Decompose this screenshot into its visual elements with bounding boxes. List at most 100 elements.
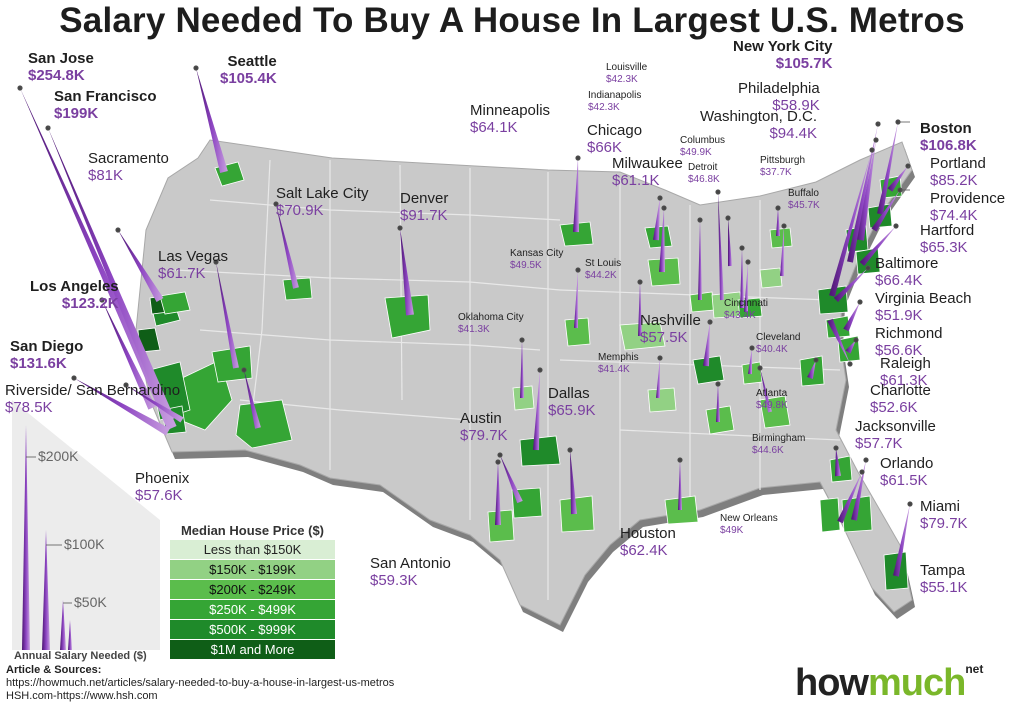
logo-suffix: net [965, 662, 984, 676]
spike-tip-dot [657, 355, 663, 361]
salary-spike-sacramento [118, 230, 164, 303]
city-label-philadelphia: Philadelphia $58.9K [738, 80, 820, 114]
city-name: Raleigh [880, 355, 931, 372]
city-label-memphis: Memphis $41.4K [598, 352, 639, 376]
scale-spike-100k [42, 530, 50, 650]
salary-spike-indianapolis [698, 220, 702, 300]
spike-tip-dot [575, 155, 581, 161]
city-salary: $49.9K [680, 147, 712, 158]
spike-tip-dot [193, 65, 199, 71]
city-name: St Louis [585, 258, 622, 269]
city-label-cincinnati: Cincinnati $43.4K [724, 298, 768, 322]
city-name: Memphis [598, 352, 639, 363]
city-name: Oklahoma City [458, 312, 524, 323]
scale-tick-100k: $100K [64, 536, 105, 552]
legend-item: $500K - $999K [170, 620, 335, 639]
spike-tip-dot [99, 297, 105, 303]
city-salary: $55.1K [920, 579, 968, 596]
scale-tick-200k: $200K [38, 448, 79, 464]
city-label-houston: Houston $62.4K [620, 525, 676, 559]
city-label-washington-d-c: Washington, D.C. $94.4K [700, 108, 817, 142]
city-label-orlando: Orlando $61.5K [880, 455, 933, 489]
spike-tip-dot [715, 189, 721, 195]
page-title: Salary Needed To Buy A House In Largest … [59, 1, 965, 40]
city-name: San Jose [28, 50, 94, 67]
spike-tip-dot [853, 337, 859, 343]
city-label-pittsburgh: Pittsburgh $37.7K [760, 155, 805, 179]
city-label-sacramento: Sacramento $81K [88, 150, 169, 184]
spike-tip-dot [273, 201, 279, 207]
salary-spike-oklahoma-city [520, 340, 524, 398]
spike-tip-dot [115, 227, 121, 233]
city-name: San Diego [10, 338, 84, 355]
city-salary: $44.6K [752, 445, 784, 456]
leader-line [907, 165, 911, 169]
scale-spike-200k [22, 425, 30, 650]
leader-line [47, 125, 51, 129]
city-salary: $49.5K [510, 260, 542, 271]
city-name: Boston [920, 120, 972, 137]
city-salary: $123.2K [61, 295, 119, 312]
spike-tip-dot [781, 223, 787, 229]
spike-tip-dot [865, 265, 871, 271]
spike-tip-dot [537, 367, 543, 373]
legend-item: Less than $150K [170, 540, 335, 559]
spike-tip-dot [745, 259, 751, 265]
scale-tick-50k: $50K [74, 594, 107, 610]
salary-spike-miami [893, 504, 910, 577]
legend-item: $150K - $199K [170, 560, 335, 579]
spike-tip-dot [725, 215, 731, 221]
city-name: Pittsburgh [760, 155, 806, 166]
city-name: Miami [920, 498, 960, 515]
source-link-article[interactable]: https://howmuch.net/articles/salary-need… [6, 677, 395, 689]
city-name: Detroit [688, 162, 718, 173]
city-name: Tampa [920, 562, 966, 579]
salary-spike-new-orleans [678, 460, 682, 510]
city-salary: $43.4K [724, 310, 756, 321]
spike-tip-dot [123, 382, 129, 388]
city-label-boston: Boston $106.8K [920, 120, 977, 154]
salary-scale-title: Annual Salary Needed ($) [14, 650, 147, 662]
spike-tip-dot [697, 217, 703, 223]
salary-spike-kansas-city [574, 270, 578, 329]
city-name: Austin [460, 410, 502, 427]
salary-spike-detroit [728, 218, 732, 267]
city-salary: $81K [88, 167, 124, 184]
city-label-minneapolis: Minneapolis $64.1K [470, 102, 550, 136]
city-salary: $41.3K [458, 324, 490, 335]
spike-tip-dot [637, 279, 643, 285]
city-label-san-antonio: San Antonio $59.3K [370, 555, 451, 589]
city-name: Providence [930, 190, 1006, 207]
city-name: Houston [620, 525, 676, 542]
city-label-raleigh: Raleigh $61.3K [880, 355, 931, 389]
city-name: Nashville [640, 312, 701, 329]
city-name: Phoenix [135, 470, 190, 487]
salary-spike-st-louis [638, 282, 642, 336]
city-label-new-york-city: New York City $105.7K [733, 38, 832, 72]
howmuch-logo: howmuchnet [795, 662, 983, 705]
city-salary: $59.3K [370, 572, 418, 589]
house-price-legend: Median House Price ($) Less than $150K $1… [170, 523, 335, 660]
city-salary: $49.8K [756, 400, 788, 411]
salary-spike-orlando [851, 460, 866, 521]
legend-item: $200K - $249K [170, 580, 335, 599]
city-label-portland: Portland $85.2K [930, 155, 986, 189]
spike-tip-dot [757, 365, 763, 371]
source-link-hsh[interactable]: HSH.com-https://www.hsh.com [6, 690, 158, 702]
salary-spike-hartford [859, 226, 896, 267]
city-salary: $94.4K [769, 125, 817, 142]
spike-tip-dot [575, 267, 581, 273]
city-label-riverside-san-bernardino: Riverside/ San Bernardino $78.5K [5, 382, 180, 416]
city-salary: $74.4K [930, 207, 978, 224]
salary-spike-louisville [718, 192, 724, 301]
city-label-phoenix: Phoenix $57.6K [135, 470, 189, 504]
salary-spike-los-angeles [102, 300, 156, 410]
salary-spike-philadelphia [847, 124, 878, 263]
city-name: Los Angeles [30, 278, 119, 295]
city-name: New York City [733, 38, 833, 55]
spike-tip-dot [863, 457, 869, 463]
salary-spike-columbus [740, 248, 744, 308]
salary-spike-buffalo [776, 208, 780, 236]
salary-spike-dallas [533, 370, 540, 451]
city-name: Salt Lake City [276, 185, 369, 202]
